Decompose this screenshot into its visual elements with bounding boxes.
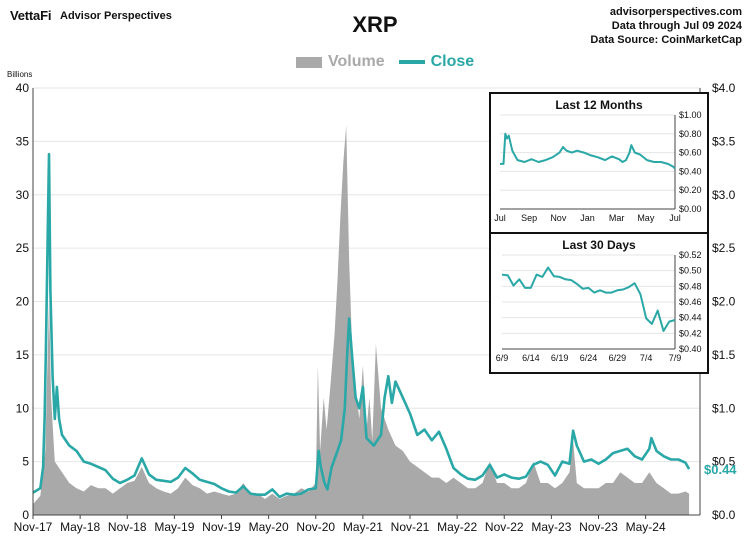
y-right-tick-label: $0.0 <box>712 508 736 522</box>
source-site: advisorperspectives.com <box>609 6 742 18</box>
y-left-tick-label: 20 <box>16 295 30 309</box>
x-tick-label: May-18 <box>60 520 100 534</box>
legend-close-swatch <box>398 60 425 64</box>
data-through: Data through Jul 09 2024 <box>611 20 742 32</box>
y-right-tick-label: $2.0 <box>712 295 736 309</box>
inset-panel <box>489 92 709 234</box>
inset-y-tick-label: $0.52 <box>679 250 702 260</box>
inset-title: Last 12 Months <box>555 98 643 112</box>
x-tick-label: May-23 <box>531 520 571 534</box>
x-tick-label: May-22 <box>437 520 477 534</box>
inset-x-tick-label: 6/14 <box>522 353 540 363</box>
inset-y-tick-label: $0.48 <box>679 281 702 291</box>
inset-x-tick-label: 7/4 <box>640 353 653 363</box>
x-tick-label: Nov-17 <box>14 520 53 534</box>
y-right-tick-label: $0.5 <box>712 455 736 469</box>
inset-x-tick-label: Jan <box>580 213 595 223</box>
y-left-tick-label: 25 <box>16 241 30 255</box>
inset-panel <box>489 232 709 374</box>
y-left-tick-label: 10 <box>16 401 30 415</box>
x-tick-label: Nov-20 <box>296 520 335 534</box>
data-source: Data Source: CoinMarketCap <box>590 34 742 46</box>
inset-y-tick-label: $0.40 <box>679 344 702 354</box>
y-right-tick-label: $3.5 <box>712 134 736 148</box>
x-tick-label: Nov-22 <box>485 520 524 534</box>
inset-x-tick-label: Mar <box>609 213 625 223</box>
inset-x-tick-label: 7/9 <box>669 353 682 363</box>
y-left-tick-label: 40 <box>16 81 30 95</box>
x-tick-label: Nov-18 <box>108 520 147 534</box>
inset-y-tick-label: $0.00 <box>679 204 702 214</box>
inset-title: Last 30 Days <box>562 238 636 252</box>
legend: Volume Close <box>296 53 474 71</box>
inset-close-line <box>500 132 676 170</box>
x-tick-label: Nov-23 <box>579 520 618 534</box>
chart-title: XRP <box>352 12 398 37</box>
inset-y-tick-label: $0.46 <box>679 297 702 307</box>
inset-y-tick-label: $0.80 <box>679 129 702 139</box>
inset-y-tick-label: $0.20 <box>679 185 702 195</box>
x-tick-label: May-21 <box>343 520 383 534</box>
brand-subtitle: Advisor Perspectives <box>60 10 172 22</box>
inset-x-tick-label: May <box>637 213 655 223</box>
x-tick-label: Nov-21 <box>391 520 430 534</box>
inset-x-tick-label: Jul <box>669 213 681 223</box>
inset-y-tick-label: $0.44 <box>679 313 702 323</box>
y-right-tick-label: $3.0 <box>712 188 736 202</box>
y-right-tick-label: $1.0 <box>712 401 736 415</box>
inset-y-tick-label: $1.00 <box>679 110 702 120</box>
y-left-tick-label: 5 <box>22 455 29 469</box>
legend-close-label: Close <box>430 53 475 70</box>
y-left-tick-label: 35 <box>16 134 30 148</box>
source-block: advisorperspectives.com Data through Jul… <box>590 5 742 47</box>
y-left-tick-label: 0 <box>22 508 29 522</box>
inset-close-line <box>501 266 676 332</box>
inset-y-tick-label: $0.50 <box>679 266 702 276</box>
x-tick-label: May-20 <box>249 520 289 534</box>
inset-x-tick-label: 6/19 <box>551 353 569 363</box>
last-value-label: $0.44 <box>704 462 737 477</box>
legend-volume-swatch <box>296 56 322 68</box>
volume-area <box>33 125 690 516</box>
close-series-line <box>32 152 691 499</box>
y-right-tick-label: $2.5 <box>712 241 736 255</box>
y-left-tick-label: 15 <box>16 348 30 362</box>
inset-x-tick-label: 6/9 <box>496 353 509 363</box>
units-label: Billions <box>7 70 33 79</box>
inset-x-tick-label: 6/29 <box>609 353 627 363</box>
inset-x-tick-label: Jul <box>494 213 506 223</box>
x-tick-label: Nov-19 <box>202 520 241 534</box>
y-right-tick-label: $1.5 <box>712 348 736 362</box>
inset-x-tick-label: Nov <box>550 213 567 223</box>
x-tick-label: May-24 <box>626 520 666 534</box>
inset-y-tick-label: $0.60 <box>679 148 702 158</box>
y-left-tick-label: 30 <box>16 188 30 202</box>
inset-y-tick-label: $0.42 <box>679 328 702 338</box>
y-right-tick-label: $4.0 <box>712 81 736 95</box>
inset-y-tick-label: $0.40 <box>679 166 702 176</box>
legend-volume-label: Volume <box>328 53 385 70</box>
inset-x-tick-label: Sep <box>521 213 537 223</box>
x-tick-label: May-19 <box>154 520 194 534</box>
inset-x-tick-label: 6/24 <box>580 353 598 363</box>
brand-logo: VettaFi <box>10 8 52 23</box>
